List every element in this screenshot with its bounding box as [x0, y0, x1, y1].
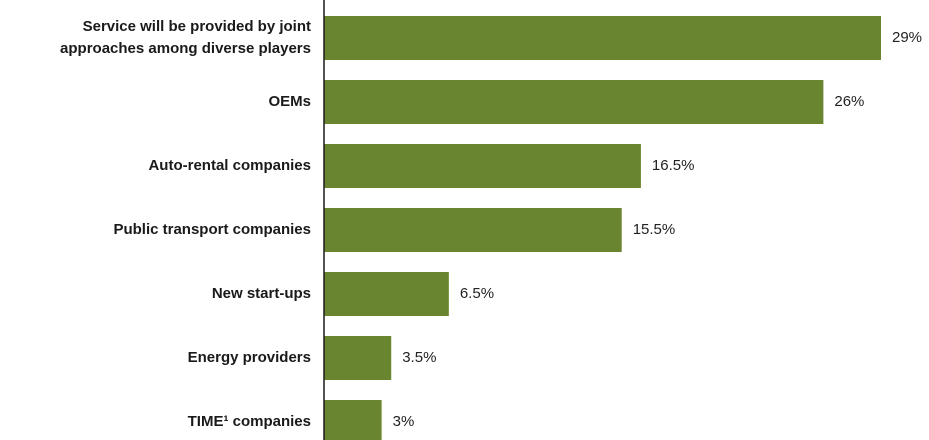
category-label: OEMs	[268, 93, 311, 110]
value-label: 16.5%	[652, 157, 695, 174]
category-label-line: Service will be provided by joint	[83, 18, 311, 35]
category-label: Energy providers	[188, 349, 311, 366]
value-label: 6.5%	[460, 285, 494, 302]
bar	[324, 80, 824, 124]
category-label: Auto-rental companies	[148, 157, 311, 174]
category-label: Public transport companies	[113, 221, 311, 238]
value-label: 3%	[393, 413, 415, 430]
category-label-line: Energy providers	[188, 349, 311, 366]
value-labels-group: 29% 26% 16.5% 15.5% 6.5% 3.5% 3%	[393, 29, 922, 430]
category-label-line: approaches among diverse players	[60, 40, 311, 57]
category-label: TIME¹ companies	[188, 413, 311, 430]
value-label: 3.5%	[402, 349, 436, 366]
bar	[324, 208, 622, 252]
value-label: 29%	[892, 29, 922, 46]
category-label-line: New start-ups	[212, 285, 311, 302]
bar	[324, 144, 641, 188]
category-label-line: Auto-rental companies	[148, 157, 311, 174]
bar	[324, 400, 382, 440]
bar	[324, 16, 881, 60]
category-label-line: OEMs	[268, 93, 311, 110]
category-label: New start-ups	[212, 285, 311, 302]
bar	[324, 336, 392, 380]
value-label: 15.5%	[633, 221, 676, 238]
category-label: Service will be provided by joint approac…	[60, 18, 311, 57]
bars-group	[324, 16, 881, 440]
category-label-line: Public transport companies	[113, 221, 311, 238]
value-label: 26%	[834, 93, 864, 110]
bar	[324, 272, 449, 316]
category-labels-group: Service will be provided by joint approac…	[60, 18, 311, 430]
category-label-line: TIME¹ companies	[188, 413, 311, 430]
